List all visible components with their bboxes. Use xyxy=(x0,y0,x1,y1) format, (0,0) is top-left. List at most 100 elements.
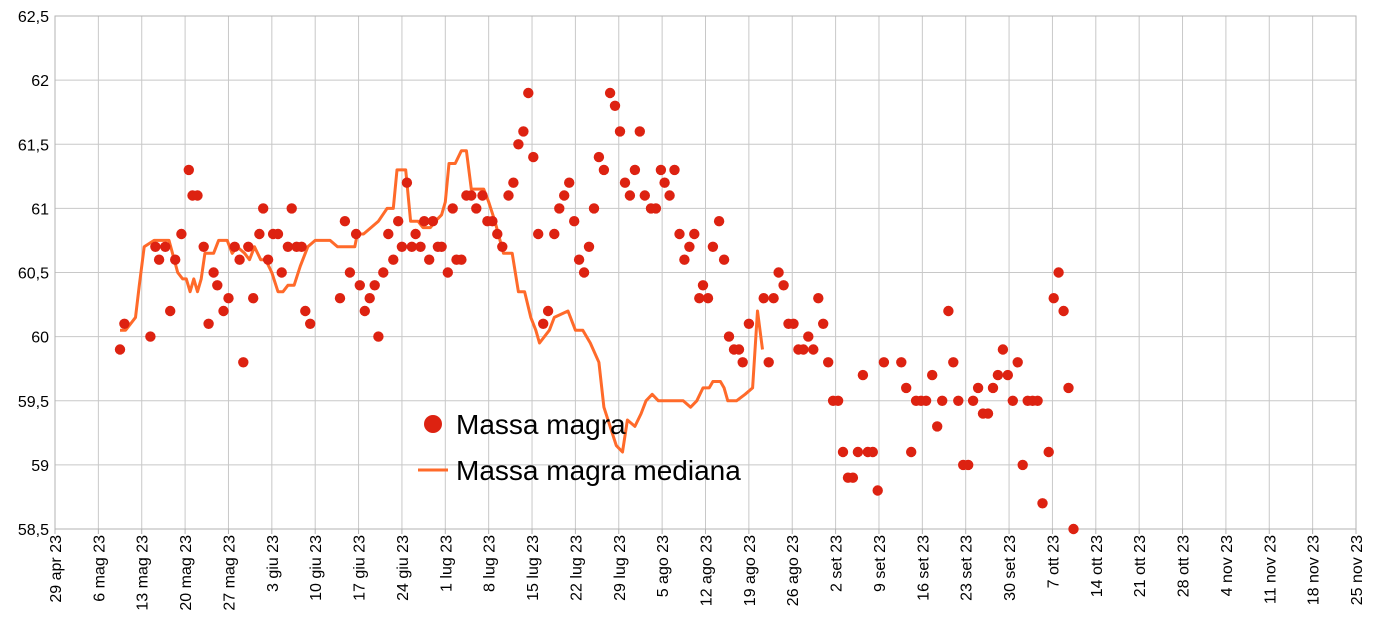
data-point xyxy=(165,305,176,317)
data-point xyxy=(254,228,265,240)
data-point xyxy=(1002,369,1013,381)
x-tick-label: 5 ago 23 xyxy=(655,535,672,597)
data-point xyxy=(669,164,680,176)
data-point xyxy=(296,241,307,252)
data-point xyxy=(1037,498,1048,509)
data-point xyxy=(114,344,126,355)
data-point xyxy=(424,254,435,265)
data-point xyxy=(518,126,529,137)
data-point xyxy=(773,267,784,278)
data-point xyxy=(229,241,240,252)
data-point xyxy=(533,228,544,240)
data-point xyxy=(629,164,641,176)
x-tick-label: 18 nov 23 xyxy=(1306,535,1323,605)
data-point xyxy=(538,318,549,329)
data-point xyxy=(503,190,514,201)
data-point xyxy=(344,267,356,278)
data-point xyxy=(243,241,254,252)
data-point xyxy=(763,357,774,368)
data-point xyxy=(948,357,959,368)
y-tick-label: 61 xyxy=(31,201,49,218)
data-point xyxy=(373,331,384,342)
data-point xyxy=(737,357,748,368)
data-point xyxy=(713,216,725,227)
x-tick-label: 27 mag 23 xyxy=(221,535,238,611)
data-point xyxy=(466,190,477,201)
x-tick-label: 12 ago 23 xyxy=(699,535,716,606)
data-point xyxy=(508,177,519,188)
data-point xyxy=(223,293,234,304)
data-point xyxy=(573,254,585,265)
data-point xyxy=(847,472,859,483)
data-point xyxy=(427,216,439,227)
data-point xyxy=(282,241,294,252)
legend-label-massa-magra-mediana: Massa magra mediana xyxy=(456,455,741,486)
data-point xyxy=(857,369,869,381)
data-point xyxy=(487,216,498,227)
data-point xyxy=(953,395,964,406)
data-point xyxy=(513,139,524,150)
y-tick-label: 59,5 xyxy=(18,394,49,411)
x-tick-label: 11 nov 23 xyxy=(1262,535,1279,604)
x-tick-label: 29 apr 23 xyxy=(48,535,65,603)
data-point xyxy=(997,344,1009,355)
data-point xyxy=(401,177,413,188)
data-point xyxy=(788,318,799,329)
data-point xyxy=(823,357,834,368)
data-point xyxy=(707,241,719,252)
y-tick-label: 60 xyxy=(31,330,49,347)
data-point xyxy=(837,446,849,458)
data-point xyxy=(153,254,165,265)
data-point xyxy=(170,254,181,265)
data-point xyxy=(614,126,626,137)
data-point xyxy=(655,164,667,176)
data-point xyxy=(609,100,621,112)
data-point xyxy=(1012,357,1023,368)
data-point xyxy=(497,241,508,252)
data-point xyxy=(364,293,375,304)
y-tick-label: 59 xyxy=(31,458,49,475)
y-tick-label: 60,5 xyxy=(18,266,49,283)
data-point xyxy=(203,318,214,329)
data-point xyxy=(410,228,421,240)
data-point xyxy=(145,331,156,342)
data-point xyxy=(832,395,844,406)
data-point xyxy=(176,228,187,240)
data-point xyxy=(718,254,730,265)
data-point xyxy=(634,126,645,137)
y-tick-label: 58,5 xyxy=(18,522,49,539)
data-point xyxy=(697,280,709,291)
data-point xyxy=(593,151,605,163)
data-point xyxy=(258,203,269,214)
data-point xyxy=(852,446,864,458)
data-point xyxy=(369,280,380,291)
data-point xyxy=(559,190,570,201)
data-point xyxy=(702,293,714,304)
data-point xyxy=(684,241,695,252)
x-tick-label: 23 set 23 xyxy=(959,535,976,601)
data-point xyxy=(906,446,917,458)
x-tick-label: 3 giu 23 xyxy=(265,535,282,592)
data-point xyxy=(262,254,274,265)
data-point xyxy=(238,357,249,368)
data-point xyxy=(619,177,631,188)
x-tick-label: 16 set 23 xyxy=(915,535,932,601)
data-point xyxy=(192,190,203,201)
x-tick-label: 26 ago 23 xyxy=(785,535,802,606)
data-point xyxy=(248,293,259,304)
data-point xyxy=(972,382,984,394)
y-tick-label: 61,5 xyxy=(18,137,49,154)
data-point xyxy=(334,293,346,304)
data-point xyxy=(549,228,560,240)
data-point xyxy=(598,164,610,176)
y-axis-ticks: 58,5 59 59,5 60 60,5 61 61,5 62 62,5 xyxy=(18,9,49,539)
data-point xyxy=(768,293,779,304)
data-point xyxy=(272,228,284,240)
data-point xyxy=(419,216,430,227)
data-point xyxy=(339,216,351,227)
data-point xyxy=(350,228,362,240)
y-tick-label: 62 xyxy=(31,73,49,90)
data-point xyxy=(659,177,670,188)
data-point xyxy=(569,216,580,227)
